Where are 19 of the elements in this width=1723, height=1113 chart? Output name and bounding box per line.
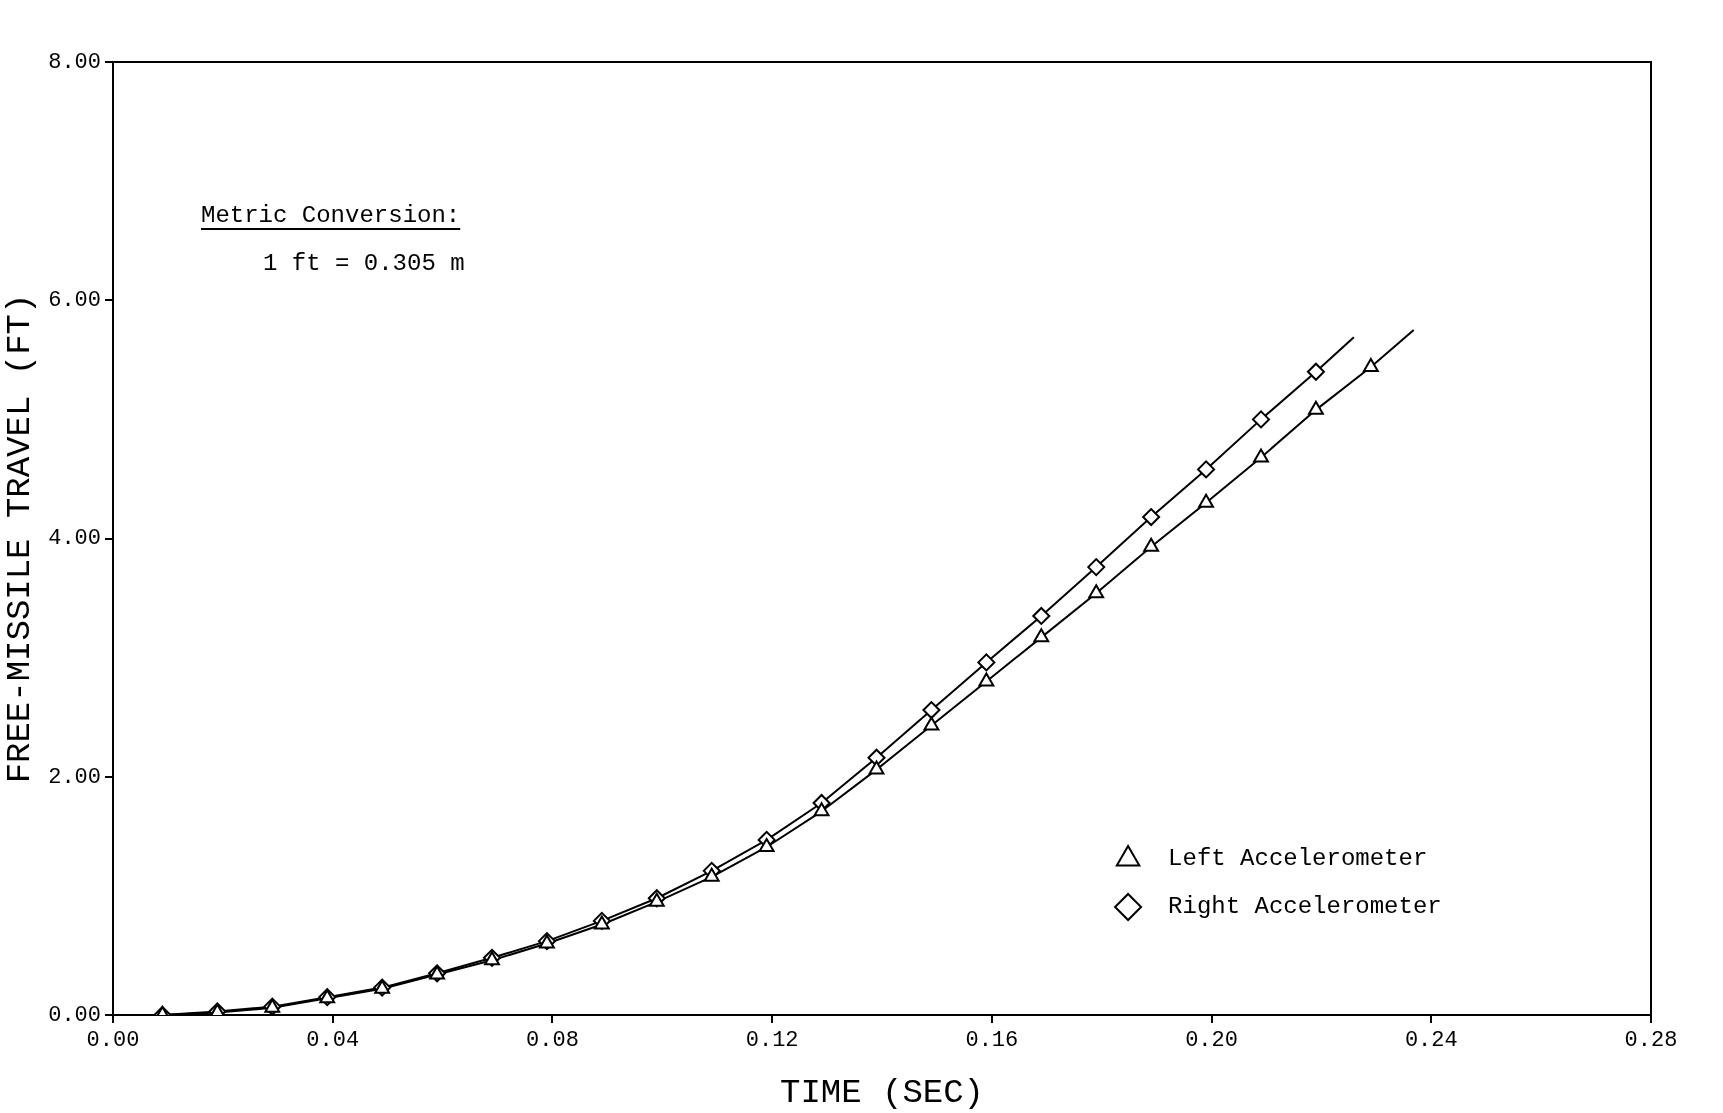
y-tick-label: 4.00 bbox=[48, 526, 101, 552]
y-tick-label: 6.00 bbox=[48, 288, 101, 314]
x-tick-label: 0.28 bbox=[1624, 1028, 1678, 1054]
x-tick-label: 0.12 bbox=[745, 1028, 799, 1054]
y-tick-label: 8.00 bbox=[48, 49, 101, 75]
x-axis-title: TIME (SEC) bbox=[779, 1073, 985, 1112]
annotation: Metric Conversion: bbox=[201, 202, 461, 229]
x-tick-label: 0.04 bbox=[306, 1028, 360, 1054]
legend-label: Left Accelerometer bbox=[1168, 845, 1428, 873]
x-tick-label: 0.20 bbox=[1185, 1028, 1238, 1054]
x-tick-label: 0.16 bbox=[965, 1028, 1019, 1054]
x-tick-label: 0.08 bbox=[526, 1028, 579, 1054]
legend-label: Right Accelerometer bbox=[1168, 893, 1442, 921]
y-tick-label: 2.00 bbox=[48, 764, 101, 790]
annotation: 1 ft = 0.305 m bbox=[263, 250, 465, 277]
y-axis-title: FREE-MISSILE TRAVEL (FT) bbox=[1, 293, 40, 784]
y-tick-label: 0.00 bbox=[48, 1002, 101, 1028]
x-tick-label: 0.24 bbox=[1404, 1028, 1458, 1054]
x-tick-label: 0.00 bbox=[86, 1028, 140, 1054]
